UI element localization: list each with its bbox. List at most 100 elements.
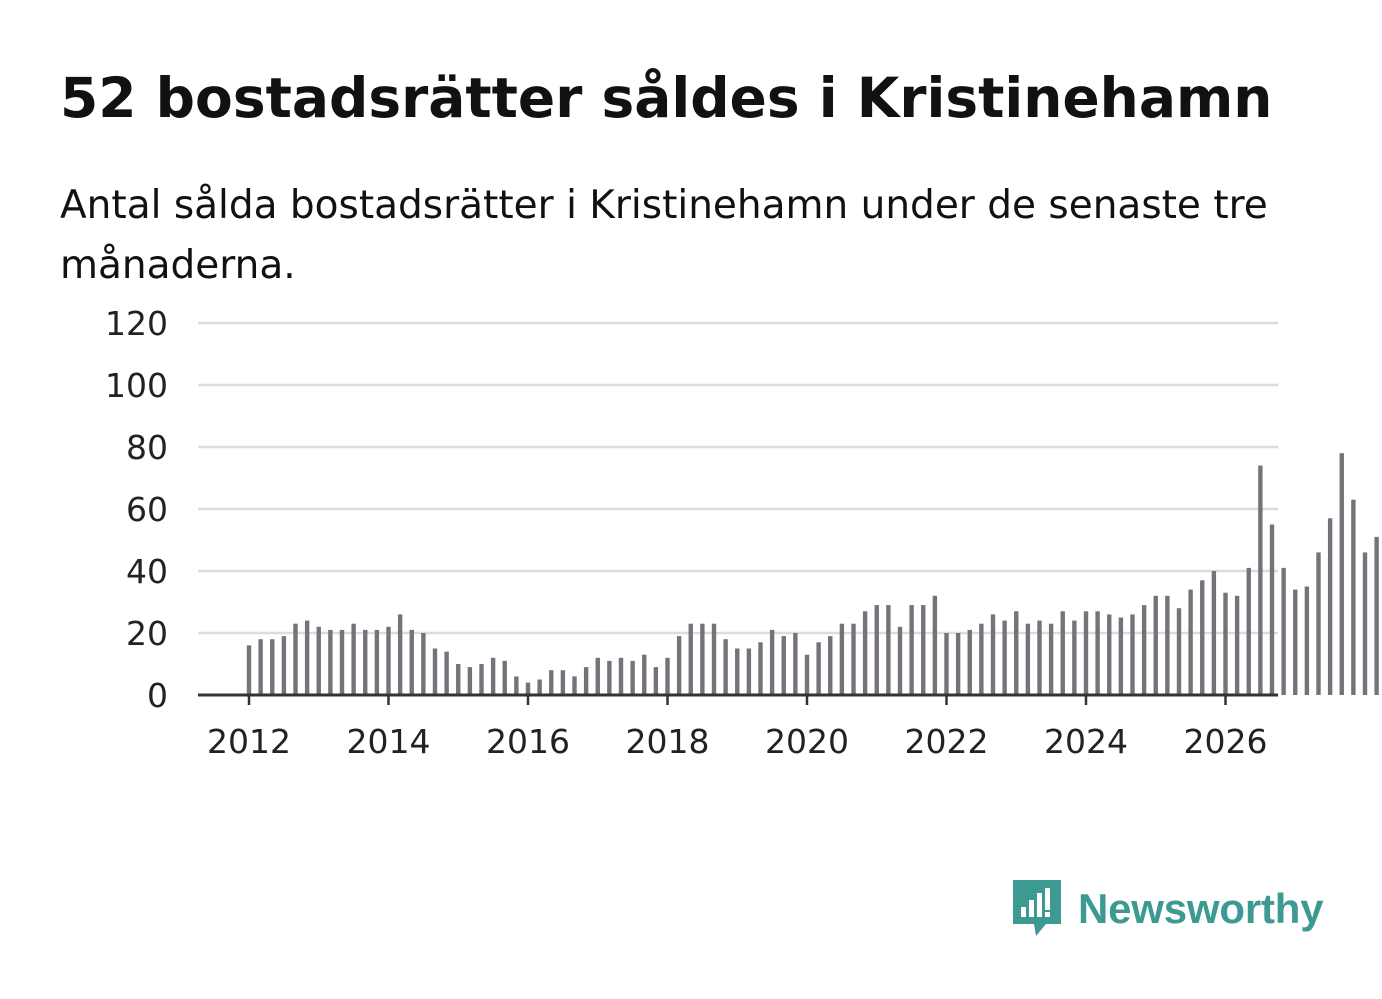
bar [537,679,542,695]
bar [1234,595,1240,695]
bar [862,611,868,695]
bar [293,623,298,695]
bar [735,648,740,695]
bar [944,633,949,695]
bar [1130,614,1135,695]
bar [642,654,647,695]
bar [397,614,403,695]
bar [1304,586,1310,695]
bar [886,605,891,695]
chart-subtitle: Antal sålda bostadsrätter i Kristinehamn… [60,183,1268,288]
bar [909,605,914,695]
bar [432,648,438,695]
bar [1327,518,1333,695]
bar [514,676,519,695]
bar [839,623,845,695]
bar [339,629,345,695]
bar [1072,620,1077,695]
bar [1048,623,1054,695]
brand-name: Newsworthy [1078,885,1324,932]
bar [653,667,659,695]
bar [897,626,903,695]
newsworthy-logo: Newsworthy [1010,878,1324,940]
bar [363,629,368,695]
x-tick-label: 2016 [486,722,570,761]
y-tick-label: 60 [126,490,168,529]
bar [665,657,670,695]
bar [1141,605,1147,695]
bar [990,614,996,695]
bar [351,623,356,695]
bar [1107,614,1112,695]
bar [386,626,391,695]
bar [409,629,414,695]
bar [1316,552,1321,695]
bar [583,667,589,695]
bar [1223,592,1228,695]
bar [851,623,856,695]
bar [246,645,252,695]
bar [816,642,821,695]
bar [490,657,496,695]
y-tick-label: 120 [105,304,168,343]
bar [711,623,717,695]
bar [746,648,752,695]
x-tick-label: 2014 [347,722,431,761]
bar [1037,620,1042,695]
axes: 0 20 40 60 80 100 120 2012 2014 2016 2018 2020 2022 2… [105,304,1278,761]
grid-lines [198,321,1278,635]
bar [874,605,879,695]
bar [1362,552,1368,695]
bar [1188,589,1193,695]
bar [1165,595,1170,695]
bar [967,629,972,695]
bar [1014,611,1019,695]
bar [804,654,810,695]
bar [328,629,333,695]
bar [979,623,984,695]
x-tick-label: 2026 [1184,722,1268,761]
bar [1269,524,1275,695]
bar [502,660,507,695]
bar [421,633,426,695]
bar [1293,589,1298,695]
bar [549,670,554,695]
bar [932,595,938,695]
bar [1211,571,1217,695]
bar [456,664,461,695]
bar [374,629,380,695]
bar [1002,620,1007,695]
bar [921,605,926,695]
bar [525,682,531,695]
bar [758,642,763,695]
bar [1118,617,1124,695]
x-tick-label: 2024 [1044,722,1128,761]
bar [618,657,624,695]
bar [1083,611,1089,695]
bar [688,623,693,695]
x-tick-label: 2020 [765,722,849,761]
bar [1374,536,1379,695]
bar [270,639,275,695]
y-tick-label: 0 [147,676,168,715]
bar [595,657,600,695]
bar [1281,567,1286,695]
y-tick-label: 40 [126,552,168,591]
bars [246,453,1379,695]
bar [1153,595,1158,695]
bar [955,633,961,695]
bar [700,623,705,695]
bar [1025,623,1031,695]
x-tick-label: 2018 [626,722,710,761]
bar [316,626,321,695]
bar [258,639,263,695]
bar [781,636,786,695]
y-tick-label: 100 [105,366,168,405]
bar [444,651,449,695]
chart-title: 52 bostadsrätter såldes i Kristinehamn [60,66,1273,130]
bar [304,620,310,695]
bar [723,639,728,695]
bar [1351,499,1356,695]
bar [1176,608,1182,695]
